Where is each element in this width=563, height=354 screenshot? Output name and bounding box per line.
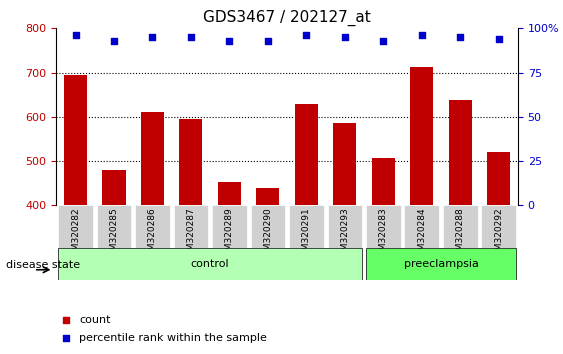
- Text: GSM320292: GSM320292: [494, 207, 503, 262]
- Text: GSM320287: GSM320287: [186, 207, 195, 262]
- Point: [61, 318, 70, 323]
- Point: [109, 38, 118, 44]
- Point: [225, 38, 234, 44]
- FancyBboxPatch shape: [58, 205, 93, 248]
- Point: [379, 38, 388, 44]
- FancyBboxPatch shape: [366, 248, 516, 280]
- Bar: [141, 112, 164, 205]
- Text: count: count: [79, 315, 111, 325]
- FancyBboxPatch shape: [135, 205, 170, 248]
- Bar: [218, 182, 241, 205]
- FancyBboxPatch shape: [404, 205, 439, 248]
- Bar: [410, 67, 434, 205]
- Text: GSM320286: GSM320286: [148, 207, 157, 262]
- Point: [340, 34, 349, 40]
- FancyBboxPatch shape: [328, 205, 362, 248]
- Point: [61, 335, 70, 341]
- Point: [302, 33, 311, 38]
- Point: [71, 33, 80, 38]
- Bar: [295, 104, 318, 205]
- Bar: [64, 75, 87, 205]
- FancyBboxPatch shape: [212, 205, 247, 248]
- Text: GSM320293: GSM320293: [341, 207, 349, 262]
- Bar: [449, 100, 472, 205]
- Bar: [180, 119, 203, 205]
- FancyBboxPatch shape: [97, 205, 131, 248]
- FancyBboxPatch shape: [443, 205, 477, 248]
- Text: GSM320291: GSM320291: [302, 207, 311, 262]
- Point: [455, 34, 464, 40]
- Bar: [333, 124, 356, 205]
- Point: [186, 34, 195, 40]
- Bar: [102, 170, 126, 205]
- Title: GDS3467 / 202127_at: GDS3467 / 202127_at: [203, 9, 371, 25]
- Text: GSM320284: GSM320284: [417, 207, 426, 262]
- FancyBboxPatch shape: [58, 248, 362, 280]
- Point: [148, 34, 157, 40]
- FancyBboxPatch shape: [289, 205, 324, 248]
- Text: GSM320283: GSM320283: [379, 207, 388, 262]
- Text: disease state: disease state: [6, 261, 80, 270]
- Text: GSM320285: GSM320285: [110, 207, 118, 262]
- FancyBboxPatch shape: [173, 205, 208, 248]
- Text: GSM320290: GSM320290: [263, 207, 272, 262]
- Text: GSM320288: GSM320288: [456, 207, 464, 262]
- Text: preeclampsia: preeclampsia: [404, 259, 479, 269]
- Bar: [487, 152, 510, 205]
- Text: control: control: [191, 259, 230, 269]
- FancyBboxPatch shape: [366, 205, 401, 248]
- Text: GSM320282: GSM320282: [71, 207, 80, 262]
- Point: [263, 38, 272, 44]
- Point: [494, 36, 503, 42]
- Text: GSM320289: GSM320289: [225, 207, 234, 262]
- Bar: [372, 158, 395, 205]
- Text: percentile rank within the sample: percentile rank within the sample: [79, 333, 267, 343]
- FancyBboxPatch shape: [481, 205, 516, 248]
- FancyBboxPatch shape: [251, 205, 285, 248]
- Point: [417, 33, 426, 38]
- Bar: [256, 188, 279, 205]
